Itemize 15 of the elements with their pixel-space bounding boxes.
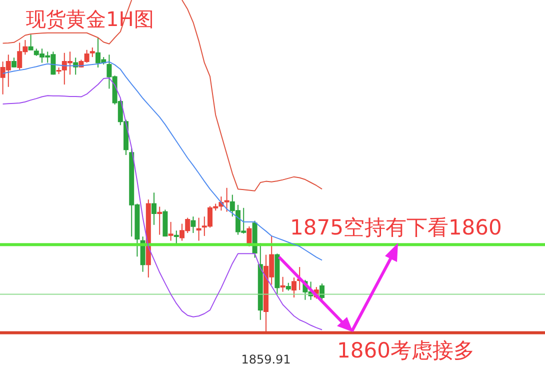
ref-line-label: 1875空持有下看1860	[290, 216, 502, 240]
candlestick	[320, 282, 324, 300]
annotation: 1859.91	[241, 352, 291, 366]
candlestick	[174, 230, 179, 246]
candlestick	[280, 276, 286, 292]
candlestick	[196, 217, 202, 242]
candlestick	[246, 226, 252, 247]
candlestick	[28, 34, 34, 50]
ref-line-label: 1860考虑接多	[337, 338, 474, 363]
candlestick	[157, 206, 162, 236]
candlestick	[90, 46, 95, 58]
candlestick	[190, 216, 196, 234]
candlestick	[168, 221, 174, 242]
candlestick	[292, 276, 296, 298]
candlestick	[152, 192, 156, 226]
